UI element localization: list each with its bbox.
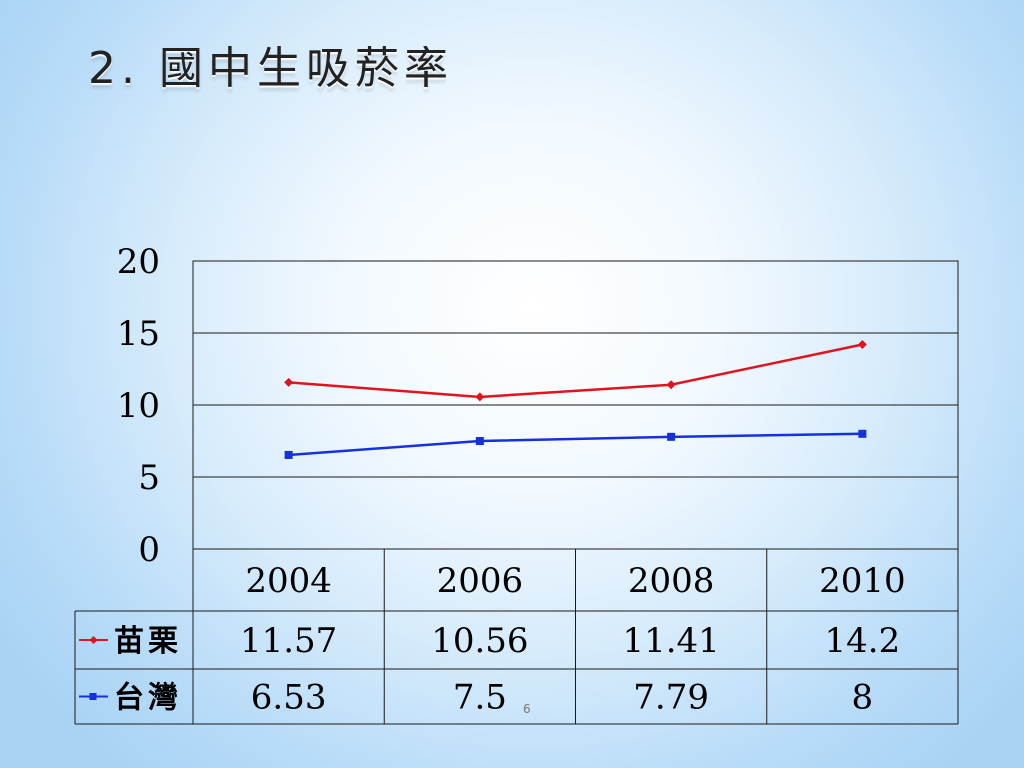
data-table-value: 11.41 xyxy=(622,621,719,661)
data-table-value: 14.2 xyxy=(825,621,901,661)
data-point xyxy=(857,340,867,350)
y-tick-label: 10 xyxy=(117,386,160,426)
legend-series-name: 苗栗 xyxy=(114,624,182,659)
data-point xyxy=(284,450,293,459)
data-table-value: 7.5 xyxy=(453,678,507,718)
data-point xyxy=(667,432,676,441)
slide-title: 2. 國中生吸菸率 xyxy=(88,43,453,94)
series-line xyxy=(288,432,863,457)
data-table-value: 11.57 xyxy=(240,621,337,661)
data-point xyxy=(475,392,485,402)
data-table-value: 8 xyxy=(852,678,874,718)
data-point xyxy=(475,437,484,445)
y-tick-label: 5 xyxy=(138,458,160,498)
data-table-value: 7.79 xyxy=(633,678,709,718)
slide-number: 6 xyxy=(523,702,531,716)
x-category-label: 2004 xyxy=(245,561,332,601)
series-line xyxy=(288,343,863,399)
data-point xyxy=(284,377,294,387)
x-category-label: 2008 xyxy=(628,561,715,601)
data-table-value: 10.56 xyxy=(431,621,528,661)
legend-series-name: 台灣 xyxy=(114,681,182,716)
y-tick-label: 15 xyxy=(117,314,160,354)
data-point xyxy=(666,380,676,390)
legend-key-marker xyxy=(89,693,97,700)
data-table-value: 6.53 xyxy=(251,678,327,718)
legend-key-marker xyxy=(89,636,98,644)
data-point xyxy=(858,429,867,438)
x-category-label: 2010 xyxy=(819,561,906,601)
x-category-label: 2006 xyxy=(437,561,524,601)
y-tick-label: 0 xyxy=(138,530,160,570)
y-tick-label: 20 xyxy=(117,242,160,282)
